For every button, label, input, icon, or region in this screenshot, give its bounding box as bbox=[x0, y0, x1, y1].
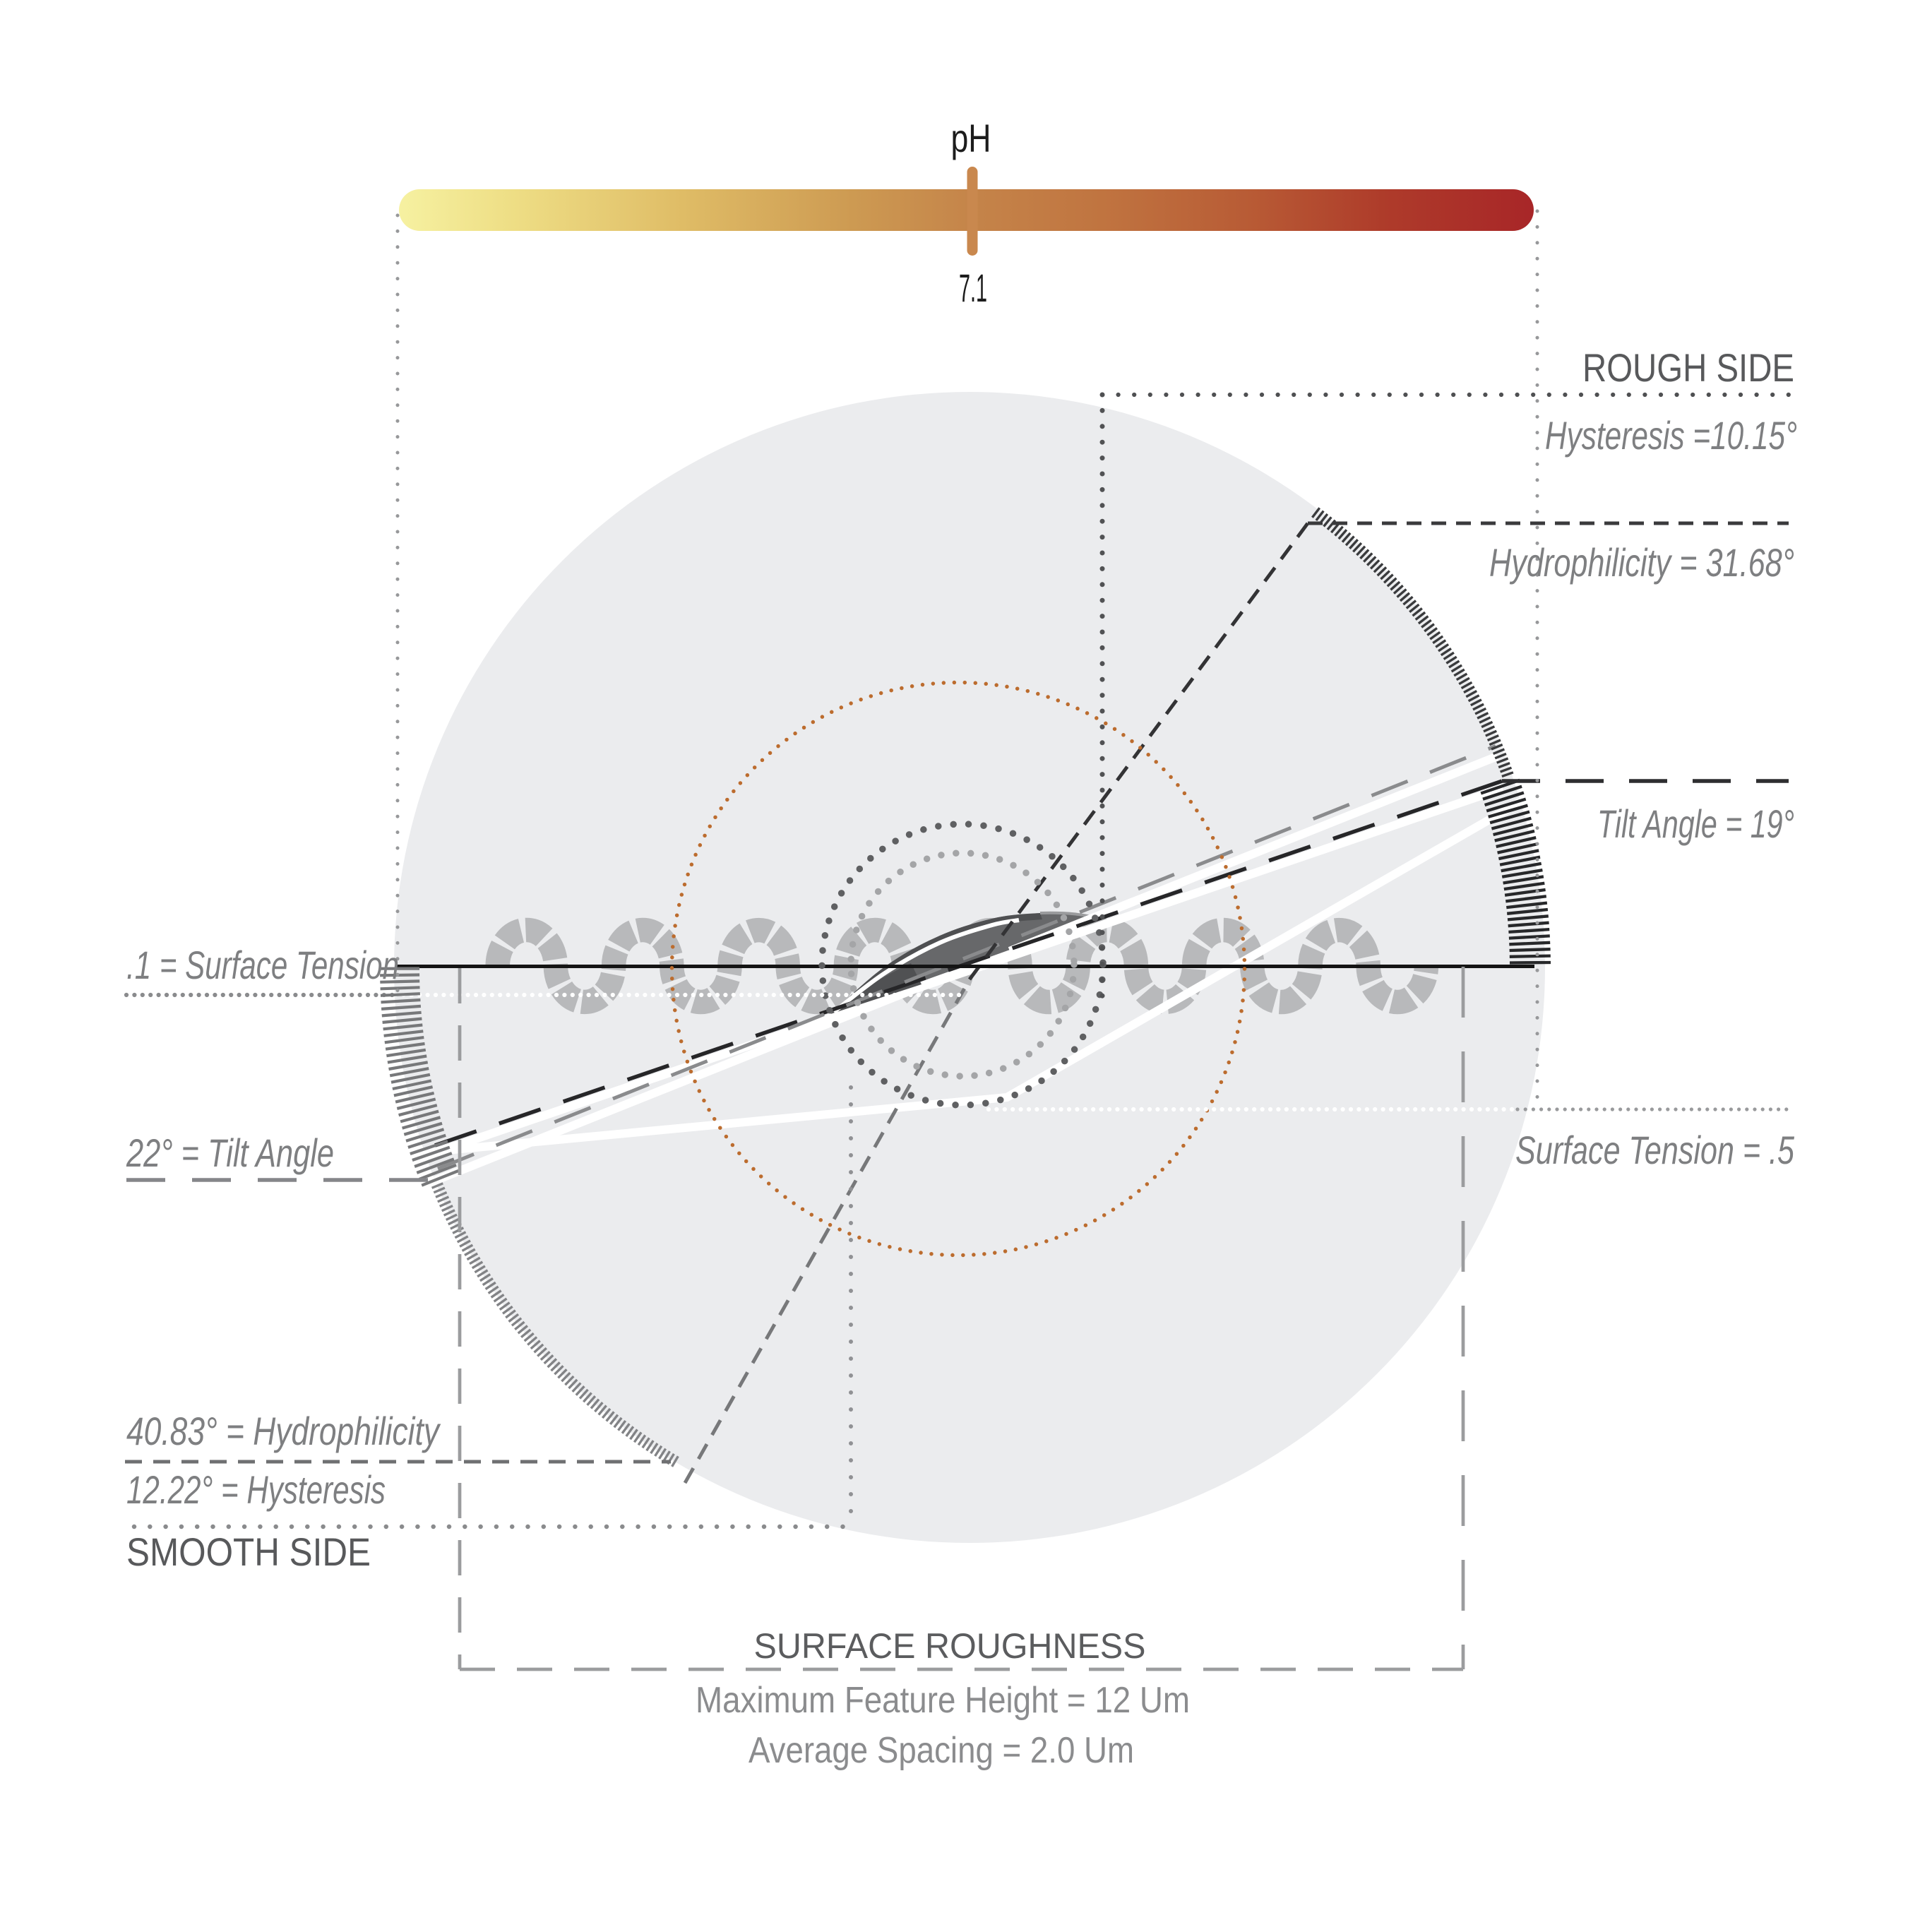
svg-text:Maximum Feature Height = 12 Um: Maximum Feature Height = 12 Um bbox=[696, 1680, 1190, 1721]
svg-text:Hysteresis =10.15°: Hysteresis =10.15° bbox=[1545, 413, 1797, 458]
svg-text:Average Spacing = 2.0 Um: Average Spacing = 2.0 Um bbox=[749, 1730, 1134, 1771]
svg-text:Hydrophilicity = 31.68°: Hydrophilicity = 31.68° bbox=[1489, 540, 1794, 585]
svg-text:pH: pH bbox=[951, 116, 991, 160]
svg-text:22° = Tilt Angle: 22° = Tilt Angle bbox=[126, 1131, 334, 1175]
svg-text:.1 = Surface Tension: .1 = Surface Tension bbox=[126, 943, 399, 987]
svg-text:40.83° = Hydrophilicity: 40.83° = Hydrophilicity bbox=[126, 1409, 441, 1453]
svg-text:Tilt Angle = 19°: Tilt Angle = 19° bbox=[1597, 801, 1794, 846]
svg-text:SURFACE ROUGHNESS: SURFACE ROUGHNESS bbox=[754, 1626, 1146, 1666]
svg-text:7.1: 7.1 bbox=[959, 266, 987, 310]
svg-text:ROUGH SIDE: ROUGH SIDE bbox=[1582, 345, 1794, 390]
svg-text:12.22° = Hysteresis: 12.22° = Hysteresis bbox=[126, 1467, 386, 1512]
svg-text:SMOOTH SIDE: SMOOTH SIDE bbox=[126, 1530, 371, 1574]
svg-text:Surface Tension = .5: Surface Tension = .5 bbox=[1515, 1128, 1795, 1172]
